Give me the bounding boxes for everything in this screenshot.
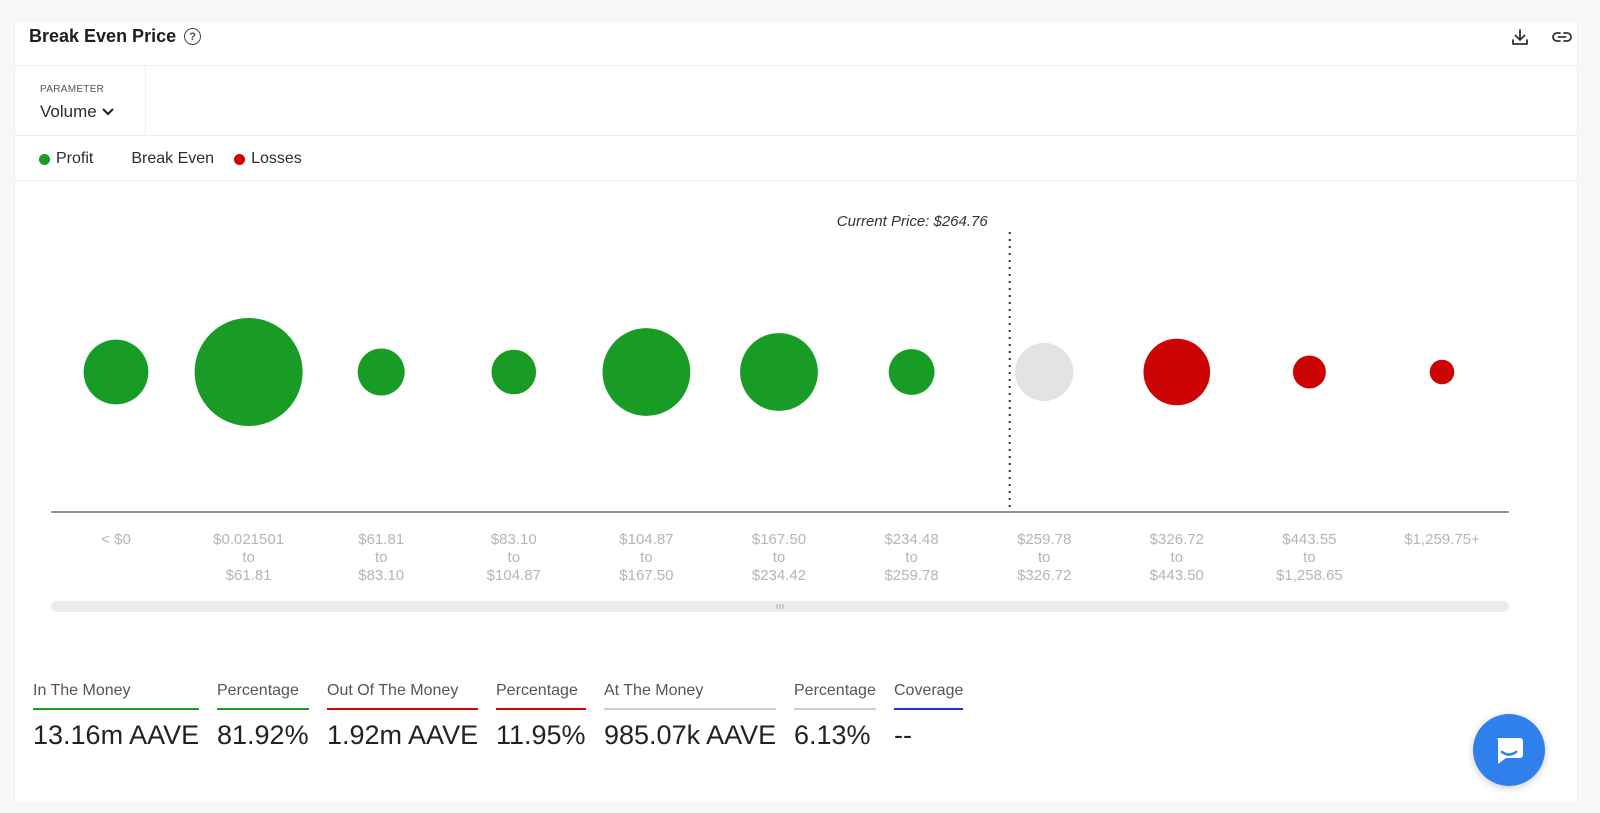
break-even-price-card: Break Even Price ? PARAMETER Volume	[14, 22, 1578, 802]
link-icon[interactable]	[1549, 24, 1575, 50]
bubble-profit[interactable]	[888, 349, 935, 395]
x-tick-label: $83.10	[491, 531, 537, 548]
stat-value: --	[894, 720, 912, 750]
legend-dot-profit	[39, 153, 50, 165]
stat-block: In The Money 13.16m AAVE	[33, 682, 199, 751]
stat-label: In The Money	[33, 682, 199, 710]
x-tick-label: to	[508, 549, 521, 566]
x-tick-label: $104.87	[619, 531, 673, 548]
bubble-profit[interactable]	[83, 339, 149, 405]
current-price-label: Current Price: $264.76	[837, 213, 989, 230]
x-tick-label: $61.81	[358, 531, 404, 548]
stat-block: Coverage --	[894, 682, 963, 751]
x-tick-label: $1,258.65	[1276, 567, 1343, 584]
stat-block: Percentage 81.92%	[217, 682, 309, 751]
x-tick-label: $259.78	[1017, 531, 1071, 548]
bubble-losses[interactable]	[1429, 359, 1455, 385]
x-tick-label: $234.48	[884, 531, 938, 548]
stat-value: 1.92m AAVE	[327, 720, 479, 750]
x-tick-label: to	[375, 549, 388, 566]
stat-value: 6.13%	[794, 720, 871, 750]
stat-block: At The Money 985.07k AAVE	[604, 682, 776, 751]
stat-value: 11.95%	[496, 720, 586, 750]
x-tick-label: $443.50	[1150, 567, 1204, 584]
legend-label-break-even: Break Even	[131, 150, 215, 167]
x-tick-label: $443.55	[1282, 531, 1336, 548]
x-tick-label: to	[905, 549, 918, 566]
bubble-profit[interactable]	[740, 333, 818, 411]
x-tick-label: $1,259.75+	[1404, 531, 1480, 548]
bubble-profit[interactable]	[357, 348, 405, 396]
divider	[15, 135, 1577, 136]
bubble-losses[interactable]	[1143, 338, 1211, 406]
x-tick-label: to	[242, 549, 255, 566]
x-tick-label: to	[1303, 549, 1316, 566]
legend-dot-losses	[234, 153, 246, 165]
stat-value: 81.92%	[217, 720, 309, 750]
parameter-selector: PARAMETER Volume	[15, 66, 146, 136]
bubble-losses[interactable]	[1292, 355, 1326, 389]
scrollbar-grip-icon[interactable]	[776, 604, 784, 609]
break-even-chart: Current Price: $264.76< $0 $0.021501to$61…	[51, 213, 1509, 612]
page-title: Break Even Price	[29, 26, 177, 46]
stat-value: 13.16m AAVE	[33, 720, 200, 750]
parameter-label: PARAMETER	[40, 84, 105, 95]
bubble-break-even[interactable]	[1015, 342, 1074, 402]
chat-bubble-icon	[1497, 738, 1523, 764]
x-tick-label: $326.72	[1150, 531, 1204, 548]
x-tick-label: $61.81	[226, 567, 272, 584]
x-tick-label: $167.50	[752, 531, 806, 548]
x-tick-label: to	[640, 549, 653, 566]
stat-label: Percentage	[496, 682, 586, 710]
legend-label-losses: Losses	[251, 150, 302, 167]
card-title: Break Even Price ?	[29, 26, 202, 47]
summary-stats: In The Money 13.16m AAVE Percentage 81.92% O…	[33, 682, 981, 751]
x-tick-label: $83.10	[358, 567, 404, 584]
parameter-dropdown[interactable]: Volume	[40, 102, 115, 122]
x-tick-label: $259.78	[884, 567, 938, 584]
stat-label: Percentage	[794, 682, 876, 710]
question-circle-icon[interactable]: ?	[184, 28, 202, 45]
x-tick-label: < $0	[101, 531, 131, 548]
stat-value: 985.07k AAVE	[604, 720, 777, 750]
x-tick-label: $234.42	[752, 567, 806, 584]
stat-block: Out Of The Money 1.92m AAVE	[327, 682, 478, 751]
bubble-profit[interactable]	[194, 318, 303, 426]
stat-label: Coverage	[894, 682, 963, 710]
legend-item-break-even[interactable]: Break Even	[131, 150, 214, 168]
divider	[15, 180, 1577, 181]
parameter-value: Volume	[40, 102, 97, 121]
stat-block: Percentage 11.95%	[496, 682, 586, 751]
chat-button[interactable]	[1473, 714, 1545, 786]
x-tick-label: $167.50	[619, 567, 673, 584]
chevron-down-icon	[102, 108, 114, 115]
download-icon[interactable]	[1507, 24, 1533, 50]
legend-label-profit: Profit	[56, 150, 94, 167]
x-tick-label: $0.021501	[213, 531, 284, 548]
x-tick-label: to	[773, 549, 786, 566]
bubble-profit[interactable]	[491, 349, 537, 395]
legend-item-losses[interactable]: Losses	[234, 150, 302, 168]
chart-legend: Profit Break Even Losses	[39, 148, 320, 170]
legend-item-profit[interactable]: Profit	[39, 150, 93, 168]
stat-label: Out Of The Money	[327, 682, 478, 710]
x-tick-label: to	[1171, 549, 1184, 566]
stat-label: At The Money	[604, 682, 776, 710]
x-tick-label: $326.72	[1017, 567, 1071, 584]
x-tick-label: $104.87	[487, 567, 541, 584]
bubble-profit[interactable]	[602, 328, 691, 416]
stat-block: Percentage 6.13%	[794, 682, 876, 751]
x-tick-label: to	[1038, 549, 1051, 566]
stat-label: Percentage	[217, 682, 309, 710]
card-header: Break Even Price ?	[15, 22, 1577, 66]
